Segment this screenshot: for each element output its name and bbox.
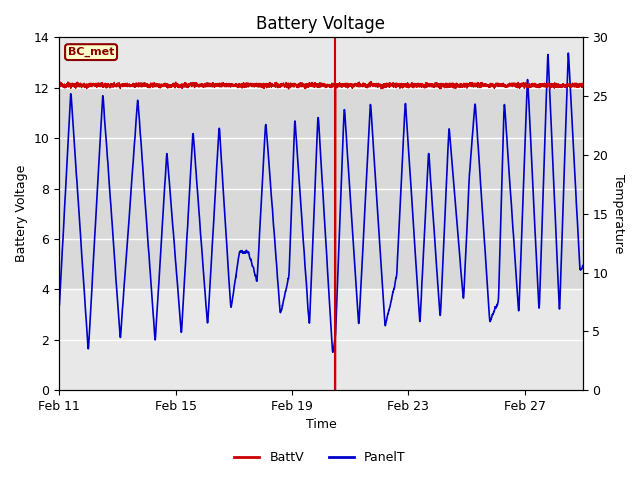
Title: Battery Voltage: Battery Voltage	[257, 15, 385, 33]
X-axis label: Time: Time	[305, 419, 336, 432]
Legend: BattV, PanelT: BattV, PanelT	[229, 446, 411, 469]
Text: BC_met: BC_met	[68, 47, 115, 57]
Bar	[59, 88, 583, 289]
Y-axis label: Battery Voltage: Battery Voltage	[15, 165, 28, 263]
Y-axis label: Temperature: Temperature	[612, 174, 625, 253]
